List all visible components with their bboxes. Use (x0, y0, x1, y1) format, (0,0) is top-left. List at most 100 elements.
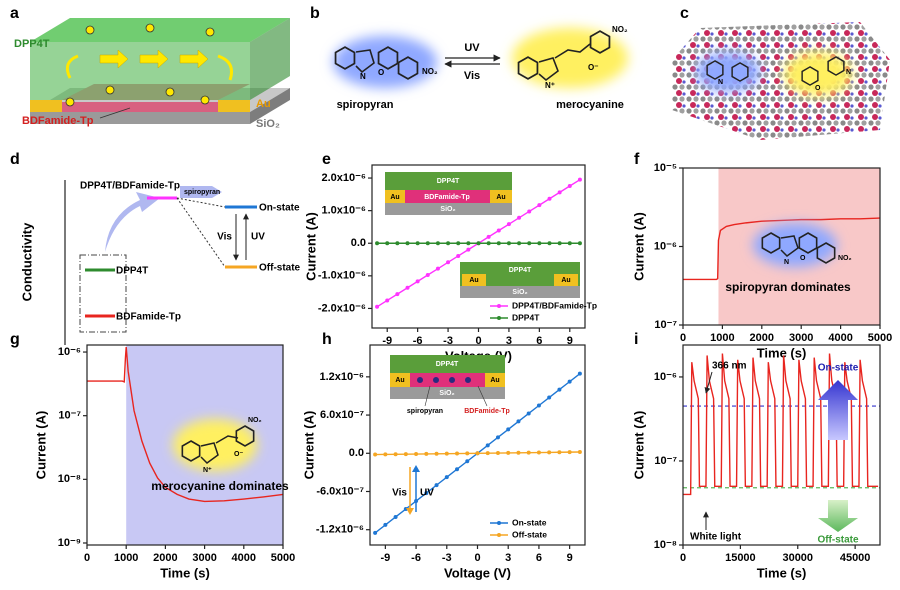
decoration (62, 102, 218, 112)
data-point (547, 450, 552, 455)
atom-label: O (800, 255, 806, 262)
x-axis-label: Time (s) (757, 345, 807, 360)
data-point (577, 177, 582, 182)
data-point (527, 209, 532, 214)
x-tick-label: -6 (413, 335, 423, 347)
y-tick-label: 10⁻⁶ (654, 240, 677, 252)
data-point (526, 411, 531, 416)
data-point (375, 304, 380, 309)
arrow-label: UV (420, 488, 434, 499)
atom-label: NO₂ (838, 255, 852, 262)
decoration (180, 186, 222, 198)
y-tick-label: 10⁻⁷ (654, 319, 677, 331)
inset-label: DPP4T (437, 178, 460, 185)
atom-label: N⁺ (203, 467, 212, 474)
decoration (385, 190, 405, 203)
panel-e-insets: DPP4T Au BDFamide-Tp Au SiO₂ DPP4T Au Au… (385, 172, 580, 298)
decoration (333, 36, 437, 88)
data-point (567, 379, 572, 384)
decoration (179, 49, 209, 69)
legend-swatch (497, 304, 501, 308)
data-point (567, 184, 572, 189)
molecule-name: merocyanine (556, 99, 624, 111)
y-tick-label: -1.0x10⁻⁶ (318, 270, 366, 282)
inset-label: SiO₂ (440, 206, 455, 213)
y-tick-label: 1.2x10⁻⁶ (319, 371, 364, 383)
data-point (434, 483, 439, 488)
data-point (425, 273, 430, 278)
y-tick-label: 1.0x10⁻⁶ (321, 205, 366, 217)
data-point (577, 241, 582, 246)
layer-label: SiO₂ (256, 118, 280, 130)
atom-label: O (378, 68, 384, 77)
y-tick-label: 0.0 (349, 447, 364, 459)
data-point (577, 371, 582, 376)
data-point (506, 241, 511, 246)
arrow-label: Vis (217, 232, 232, 243)
decoration (753, 223, 837, 267)
data-point (485, 443, 490, 448)
x-tick-label: -3 (443, 335, 453, 347)
y-tick-label: -2.0x10⁻⁶ (318, 302, 366, 314)
y-tick-label: 0.0 (351, 237, 366, 249)
inset-label: Au (561, 277, 570, 284)
x-tick-label: 9 (567, 552, 573, 564)
data-point (385, 298, 390, 303)
decoration (417, 377, 423, 383)
data-point (537, 241, 542, 246)
data-point (393, 452, 398, 457)
decoration (215, 435, 239, 444)
data-point (383, 452, 388, 457)
molecule-name: spiropyran (337, 99, 394, 111)
legend-label: DPP4T/BDFamide-Tp (512, 300, 597, 310)
decoration (405, 190, 490, 203)
decoration (465, 377, 471, 383)
y-tick-label: 10⁻⁷ (654, 455, 677, 467)
x-tick-label: 0 (84, 552, 90, 564)
decoration (424, 385, 431, 407)
level-label: Off-state (259, 263, 301, 274)
data-point (557, 387, 562, 392)
data-point (567, 450, 572, 455)
legend-label: On-state (512, 517, 547, 527)
data-point (516, 419, 521, 424)
x-tick-label: 6 (536, 552, 542, 564)
y-axis-label: Current (A) (33, 411, 48, 480)
annotation: On-state (818, 363, 859, 374)
decoration (406, 508, 414, 515)
y-tick-label: 10⁻⁹ (58, 537, 81, 549)
decoration (176, 197, 226, 208)
decoration (165, 87, 175, 97)
data-point (486, 241, 491, 246)
level-label: BDFamide-Tp (116, 312, 181, 323)
decoration (99, 107, 131, 119)
y-tick-label: -1.2x10⁻⁶ (316, 524, 364, 536)
plot-frame (369, 344, 586, 546)
decoration (385, 172, 512, 190)
data-point (536, 403, 541, 408)
data-point (424, 451, 429, 456)
annotation: White light (690, 532, 742, 543)
decoration (390, 355, 505, 373)
y-tick-label: -6.0x10⁻⁷ (316, 485, 364, 497)
data-point (383, 522, 388, 527)
data-point (385, 241, 390, 246)
x-tick-label: -9 (382, 335, 392, 347)
x-tick-label: -3 (442, 552, 452, 564)
data-point (405, 241, 410, 246)
panel-label: f (634, 151, 640, 168)
decoration (65, 54, 79, 79)
x-tick-label: 3 (505, 552, 511, 564)
inset-label: Au (469, 277, 478, 284)
arrow-label: UV (251, 232, 265, 243)
data-point (485, 451, 490, 456)
data-point (403, 452, 408, 457)
decoration (554, 43, 591, 59)
decoration (818, 500, 858, 532)
data-point (527, 241, 532, 246)
data-point (444, 451, 449, 456)
decoration (696, 52, 760, 92)
decoration (145, 23, 155, 33)
atom-label: N (846, 69, 851, 76)
data-point (557, 241, 562, 246)
